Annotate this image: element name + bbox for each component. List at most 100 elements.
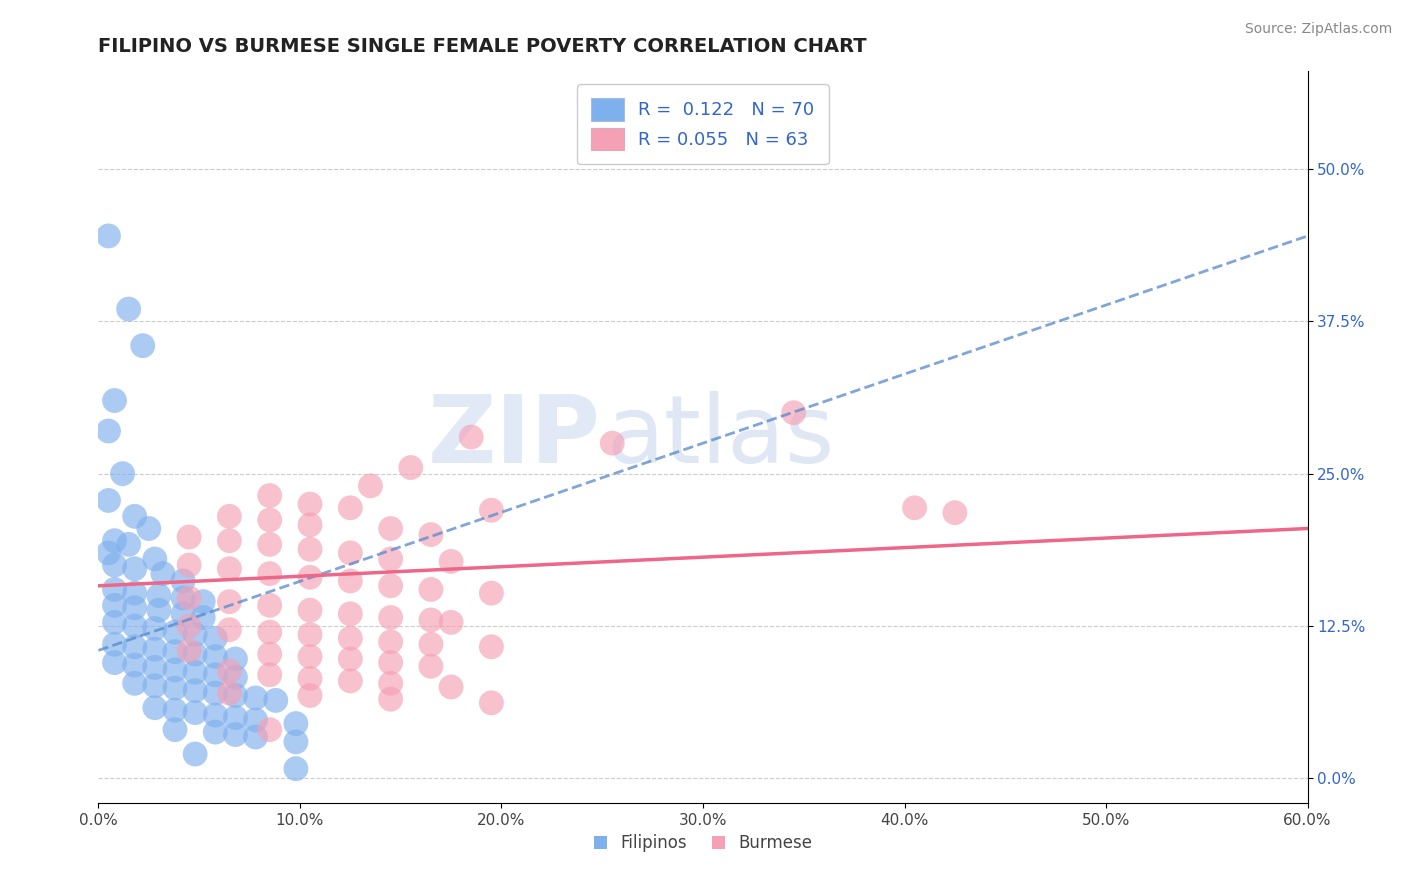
Point: [440, 554, 463, 568]
Point: [339, 500, 361, 515]
Text: Source: ZipAtlas.com: Source: ZipAtlas.com: [1244, 22, 1392, 37]
Point: [143, 679, 166, 693]
Point: [339, 673, 361, 688]
Point: [218, 623, 240, 637]
Point: [148, 603, 170, 617]
Point: [218, 686, 240, 700]
Point: [299, 672, 322, 686]
Point: [259, 513, 281, 527]
Point: [163, 681, 186, 696]
Point: [259, 723, 281, 737]
Point: [132, 338, 155, 352]
Point: [284, 762, 307, 776]
Point: [179, 619, 201, 633]
Point: [259, 566, 281, 581]
Text: atlas: atlas: [606, 391, 835, 483]
Point: [163, 663, 186, 677]
Point: [179, 558, 201, 573]
Point: [124, 658, 146, 673]
Point: [184, 706, 207, 720]
Point: [783, 406, 806, 420]
Point: [259, 489, 281, 503]
Point: [224, 689, 246, 703]
Point: [204, 632, 226, 646]
Point: [339, 546, 361, 560]
Point: [481, 586, 503, 600]
Point: [184, 627, 207, 641]
Point: [204, 649, 226, 664]
Point: [218, 509, 240, 524]
Point: [204, 667, 226, 681]
Point: [224, 710, 246, 724]
Point: [420, 659, 443, 673]
Point: [284, 735, 307, 749]
Point: [380, 676, 402, 690]
Point: [299, 649, 322, 664]
Point: [103, 533, 125, 548]
Point: [163, 703, 186, 717]
Legend: Filipinos, Burmese: Filipinos, Burmese: [585, 826, 821, 860]
Point: [184, 683, 207, 698]
Point: [264, 693, 287, 707]
Point: [380, 579, 402, 593]
Point: [259, 647, 281, 661]
Point: [163, 625, 186, 640]
Point: [179, 591, 201, 605]
Point: [259, 537, 281, 551]
Point: [339, 632, 361, 646]
Point: [218, 664, 240, 678]
Point: [103, 558, 125, 573]
Point: [904, 500, 927, 515]
Point: [193, 594, 215, 608]
Point: [380, 610, 402, 624]
Point: [118, 537, 141, 551]
Point: [143, 622, 166, 636]
Point: [184, 747, 207, 761]
Point: [380, 692, 402, 706]
Point: [179, 530, 201, 544]
Point: [143, 552, 166, 566]
Point: [360, 479, 382, 493]
Point: [299, 570, 322, 584]
Point: [143, 660, 166, 674]
Point: [103, 615, 125, 630]
Point: [124, 619, 146, 633]
Point: [103, 582, 125, 597]
Point: [602, 436, 624, 450]
Point: [103, 393, 125, 408]
Point: [299, 627, 322, 641]
Point: [284, 716, 307, 731]
Point: [111, 467, 134, 481]
Point: [97, 546, 120, 560]
Point: [420, 613, 443, 627]
Point: [245, 713, 267, 727]
Point: [172, 591, 194, 605]
Point: [299, 497, 322, 511]
Point: [943, 506, 966, 520]
Point: [124, 562, 146, 576]
Point: [97, 424, 120, 438]
Point: [420, 582, 443, 597]
Text: ZIP: ZIP: [427, 391, 600, 483]
Point: [339, 574, 361, 588]
Point: [420, 527, 443, 541]
Point: [143, 700, 166, 714]
Point: [143, 642, 166, 657]
Point: [184, 647, 207, 661]
Point: [299, 603, 322, 617]
Point: [118, 301, 141, 317]
Point: [124, 600, 146, 615]
Point: [103, 637, 125, 651]
Point: [259, 599, 281, 613]
Point: [299, 689, 322, 703]
Point: [97, 493, 120, 508]
Point: [204, 725, 226, 739]
Point: [103, 599, 125, 613]
Point: [440, 680, 463, 694]
Point: [193, 610, 215, 624]
Point: [481, 640, 503, 654]
Point: [481, 696, 503, 710]
Point: [163, 723, 186, 737]
Point: [138, 521, 160, 535]
Point: [163, 645, 186, 659]
